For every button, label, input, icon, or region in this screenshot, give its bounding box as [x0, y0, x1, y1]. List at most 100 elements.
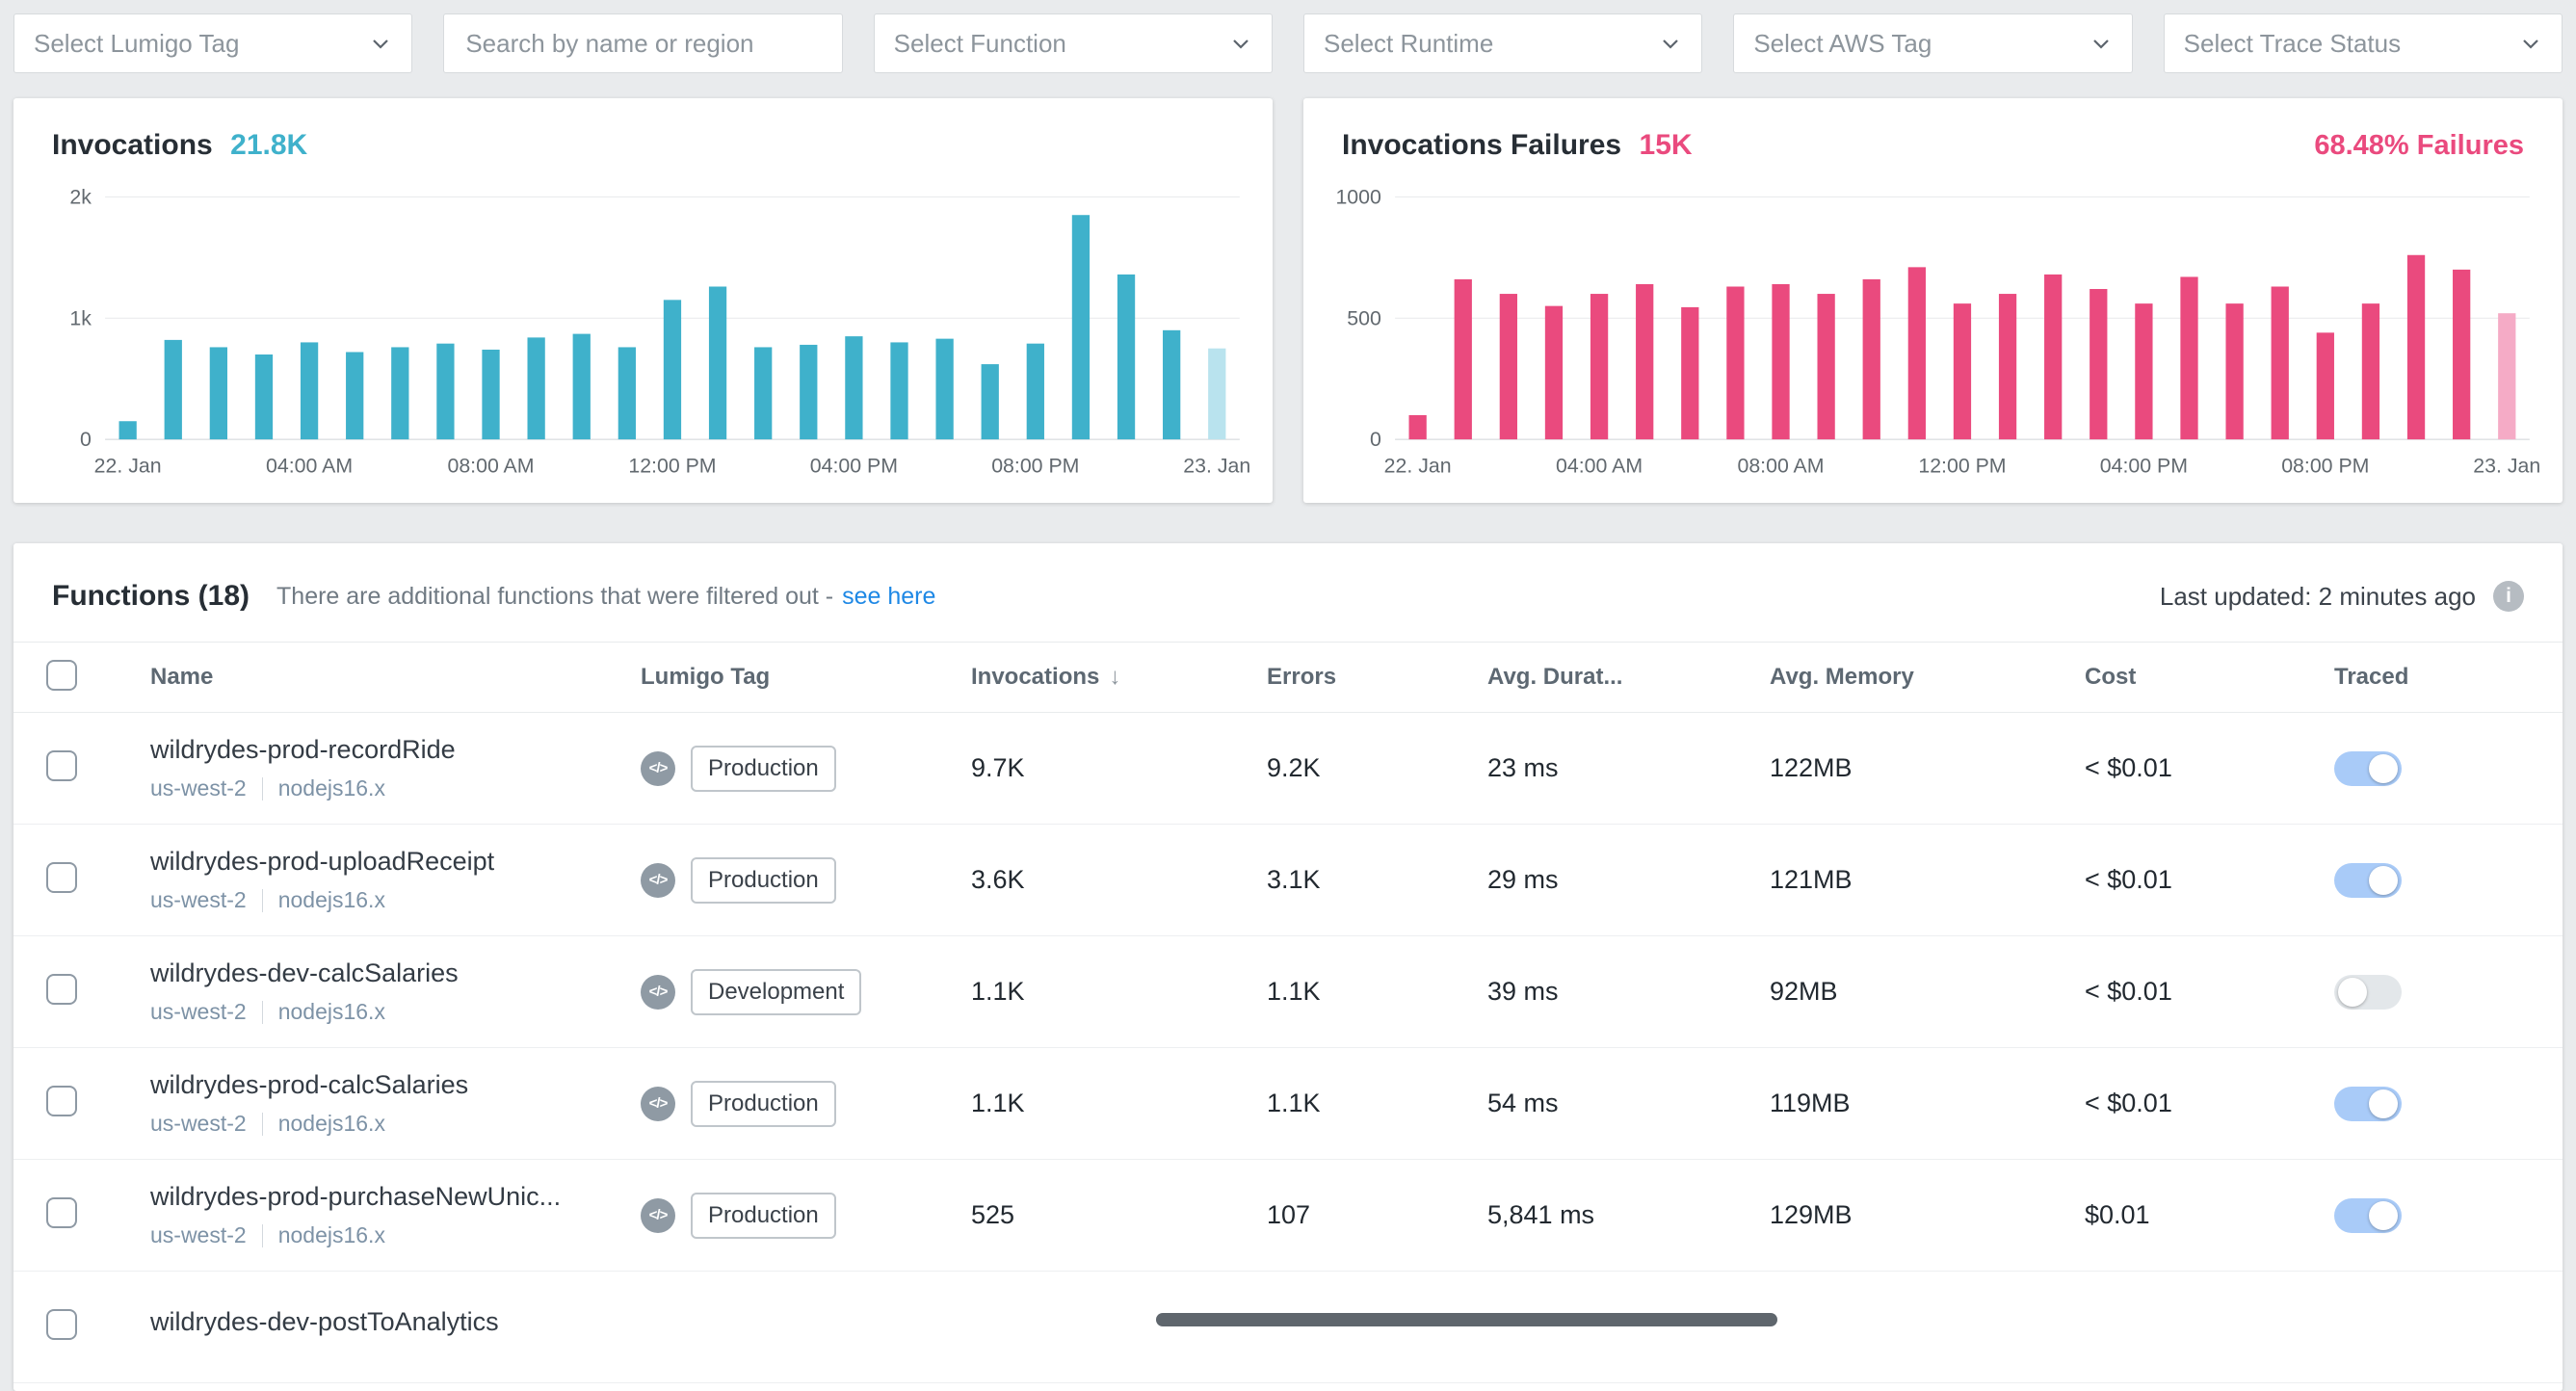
function-row[interactable]: wildrydes-prod-recordRide us-west-2 nodejs… [13, 713, 2563, 825]
chart-bar[interactable] [1117, 274, 1136, 440]
chart-bar[interactable] [2044, 274, 2063, 440]
function-name[interactable]: wildrydes-dev-postToAnalytics [150, 1306, 499, 1336]
info-icon[interactable]: i [2493, 581, 2524, 612]
chart-bar[interactable] [1544, 305, 1564, 440]
column-header-lumigo-tag[interactable]: Lumigo Tag [641, 664, 771, 690]
chart-bar[interactable] [845, 336, 863, 440]
row-checkbox[interactable] [46, 1309, 77, 1340]
select-all-checkbox[interactable] [46, 659, 77, 691]
chart-bar[interactable] [2271, 286, 2289, 440]
chart-bar[interactable] [1681, 306, 1699, 440]
chart-bar[interactable] [2090, 289, 2108, 440]
traced-toggle[interactable] [2334, 974, 2402, 1010]
see-here-link[interactable]: see here [842, 582, 936, 610]
chart-bar[interactable] [1499, 294, 1518, 440]
function-name[interactable]: wildrydes-prod-uploadReceipt [150, 847, 495, 876]
chart-bar[interactable] [1817, 294, 1835, 440]
chart-bar[interactable] [346, 352, 364, 440]
column-header-invocations[interactable]: Invocations ↓ [971, 664, 1267, 691]
column-header-name[interactable]: Name [150, 664, 214, 690]
search-input[interactable] [463, 27, 823, 60]
chart-bar[interactable] [1636, 283, 1654, 440]
chart-bar[interactable] [1163, 329, 1181, 440]
chart-bar[interactable] [254, 354, 274, 440]
chart-bar[interactable] [1408, 414, 1427, 440]
chart-bar[interactable] [1726, 286, 1745, 440]
horizontal-scrollbar-thumb[interactable] [1156, 1313, 1777, 1326]
traced-toggle[interactable] [2334, 1086, 2402, 1121]
chart-bar[interactable] [436, 343, 455, 440]
chart-bar[interactable] [663, 300, 682, 440]
chart-bar[interactable] [572, 333, 591, 440]
function-runtime[interactable]: nodejs16.x [277, 1222, 385, 1247]
chart-bar[interactable] [890, 342, 908, 440]
function-row[interactable]: wildrydes-dev-calcSalaries us-west-2 nodej… [13, 936, 2563, 1048]
row-checkbox[interactable] [46, 974, 77, 1005]
column-header-cost[interactable]: Cost [2085, 664, 2137, 690]
runtime-filter[interactable]: Select Runtime [1302, 13, 1703, 73]
chart-bar[interactable] [1026, 343, 1044, 440]
chart-bar[interactable] [209, 347, 228, 440]
chart-bar[interactable] [118, 421, 137, 440]
function-region[interactable]: us-west-2 [150, 1222, 247, 1247]
traced-toggle[interactable] [2334, 1197, 2402, 1233]
chart-bar[interactable] [981, 364, 999, 440]
name-region-search[interactable] [443, 13, 843, 73]
function-row[interactable]: wildrydes-prod-purchaseNewUnic... us-west… [13, 1160, 2563, 1272]
row-checkbox[interactable] [46, 750, 77, 781]
function-name[interactable]: wildrydes-dev-calcSalaries [150, 958, 459, 987]
function-runtime[interactable]: nodejs16.x [277, 999, 385, 1024]
chart-bar[interactable] [1772, 283, 1790, 440]
function-row[interactable]: wildrydes-dev-postToAnalytics [13, 1272, 2563, 1383]
chart-bar[interactable] [2453, 269, 2471, 440]
function-region[interactable]: us-west-2 [150, 999, 247, 1024]
chart-bar[interactable] [1454, 278, 1472, 440]
chart-bar[interactable] [1590, 294, 1609, 440]
chart-bar[interactable] [1907, 267, 1926, 440]
row-checkbox[interactable] [46, 862, 77, 893]
function-region[interactable]: us-west-2 [150, 775, 247, 800]
chart-bar[interactable] [2406, 254, 2426, 440]
traced-toggle[interactable] [2334, 750, 2402, 786]
lumigo-tag-label[interactable]: Production [691, 745, 836, 792]
lumigo-tag-label[interactable]: Production [691, 1192, 836, 1239]
function-runtime[interactable]: nodejs16.x [277, 887, 385, 912]
chart-bar[interactable] [391, 347, 409, 440]
function-region[interactable]: us-west-2 [150, 887, 247, 912]
function-name[interactable]: wildrydes-prod-recordRide [150, 735, 456, 764]
function-region[interactable]: us-west-2 [150, 1111, 247, 1136]
sort-desc-icon[interactable]: ↓ [1109, 664, 1121, 690]
chart-bar[interactable] [1208, 348, 1226, 440]
chart-bar[interactable] [300, 342, 319, 440]
chart-bar[interactable] [618, 347, 636, 440]
aws-tag-filter[interactable]: Select AWS Tag [1733, 13, 2133, 73]
row-checkbox[interactable] [46, 1086, 77, 1116]
chart-bar[interactable] [2180, 276, 2198, 440]
column-header-avg-memory[interactable]: Avg. Memory [1770, 664, 1914, 690]
chart-bar[interactable] [1998, 294, 2017, 440]
function-row[interactable]: wildrydes-prod-uploadReceipt us-west-2 nod… [13, 825, 2563, 936]
chart-bar[interactable] [754, 347, 773, 440]
lumigo-tag-label[interactable]: Production [691, 1080, 836, 1127]
chart-bar[interactable] [1862, 278, 1880, 440]
chart-bar[interactable] [1953, 303, 1972, 440]
chart-bar[interactable] [1071, 215, 1091, 440]
function-name[interactable]: wildrydes-prod-purchaseNewUnic... [150, 1182, 562, 1211]
function-name[interactable]: wildrydes-prod-calcSalaries [150, 1070, 469, 1099]
lumigo-tag-filter[interactable]: Select Lumigo Tag [13, 13, 413, 73]
chart-bar[interactable] [708, 286, 727, 440]
chart-bar[interactable] [2135, 303, 2153, 440]
function-runtime[interactable]: nodejs16.x [277, 1111, 385, 1136]
trace-status-filter[interactable]: Select Trace Status [2163, 13, 2563, 73]
chart-bar[interactable] [2316, 332, 2334, 440]
lumigo-tag-label[interactable]: Development [691, 968, 862, 1015]
chart-bar[interactable] [2361, 303, 2380, 440]
function-filter[interactable]: Select Function [873, 13, 1273, 73]
chart-bar[interactable] [164, 339, 182, 440]
chart-bar[interactable] [527, 337, 545, 440]
chart-bar[interactable] [482, 349, 500, 440]
traced-toggle[interactable] [2334, 862, 2402, 898]
column-header-errors[interactable]: Errors [1267, 664, 1337, 690]
row-checkbox[interactable] [46, 1197, 77, 1228]
column-header-avg-duration[interactable]: Avg. Durat... [1487, 664, 1623, 690]
